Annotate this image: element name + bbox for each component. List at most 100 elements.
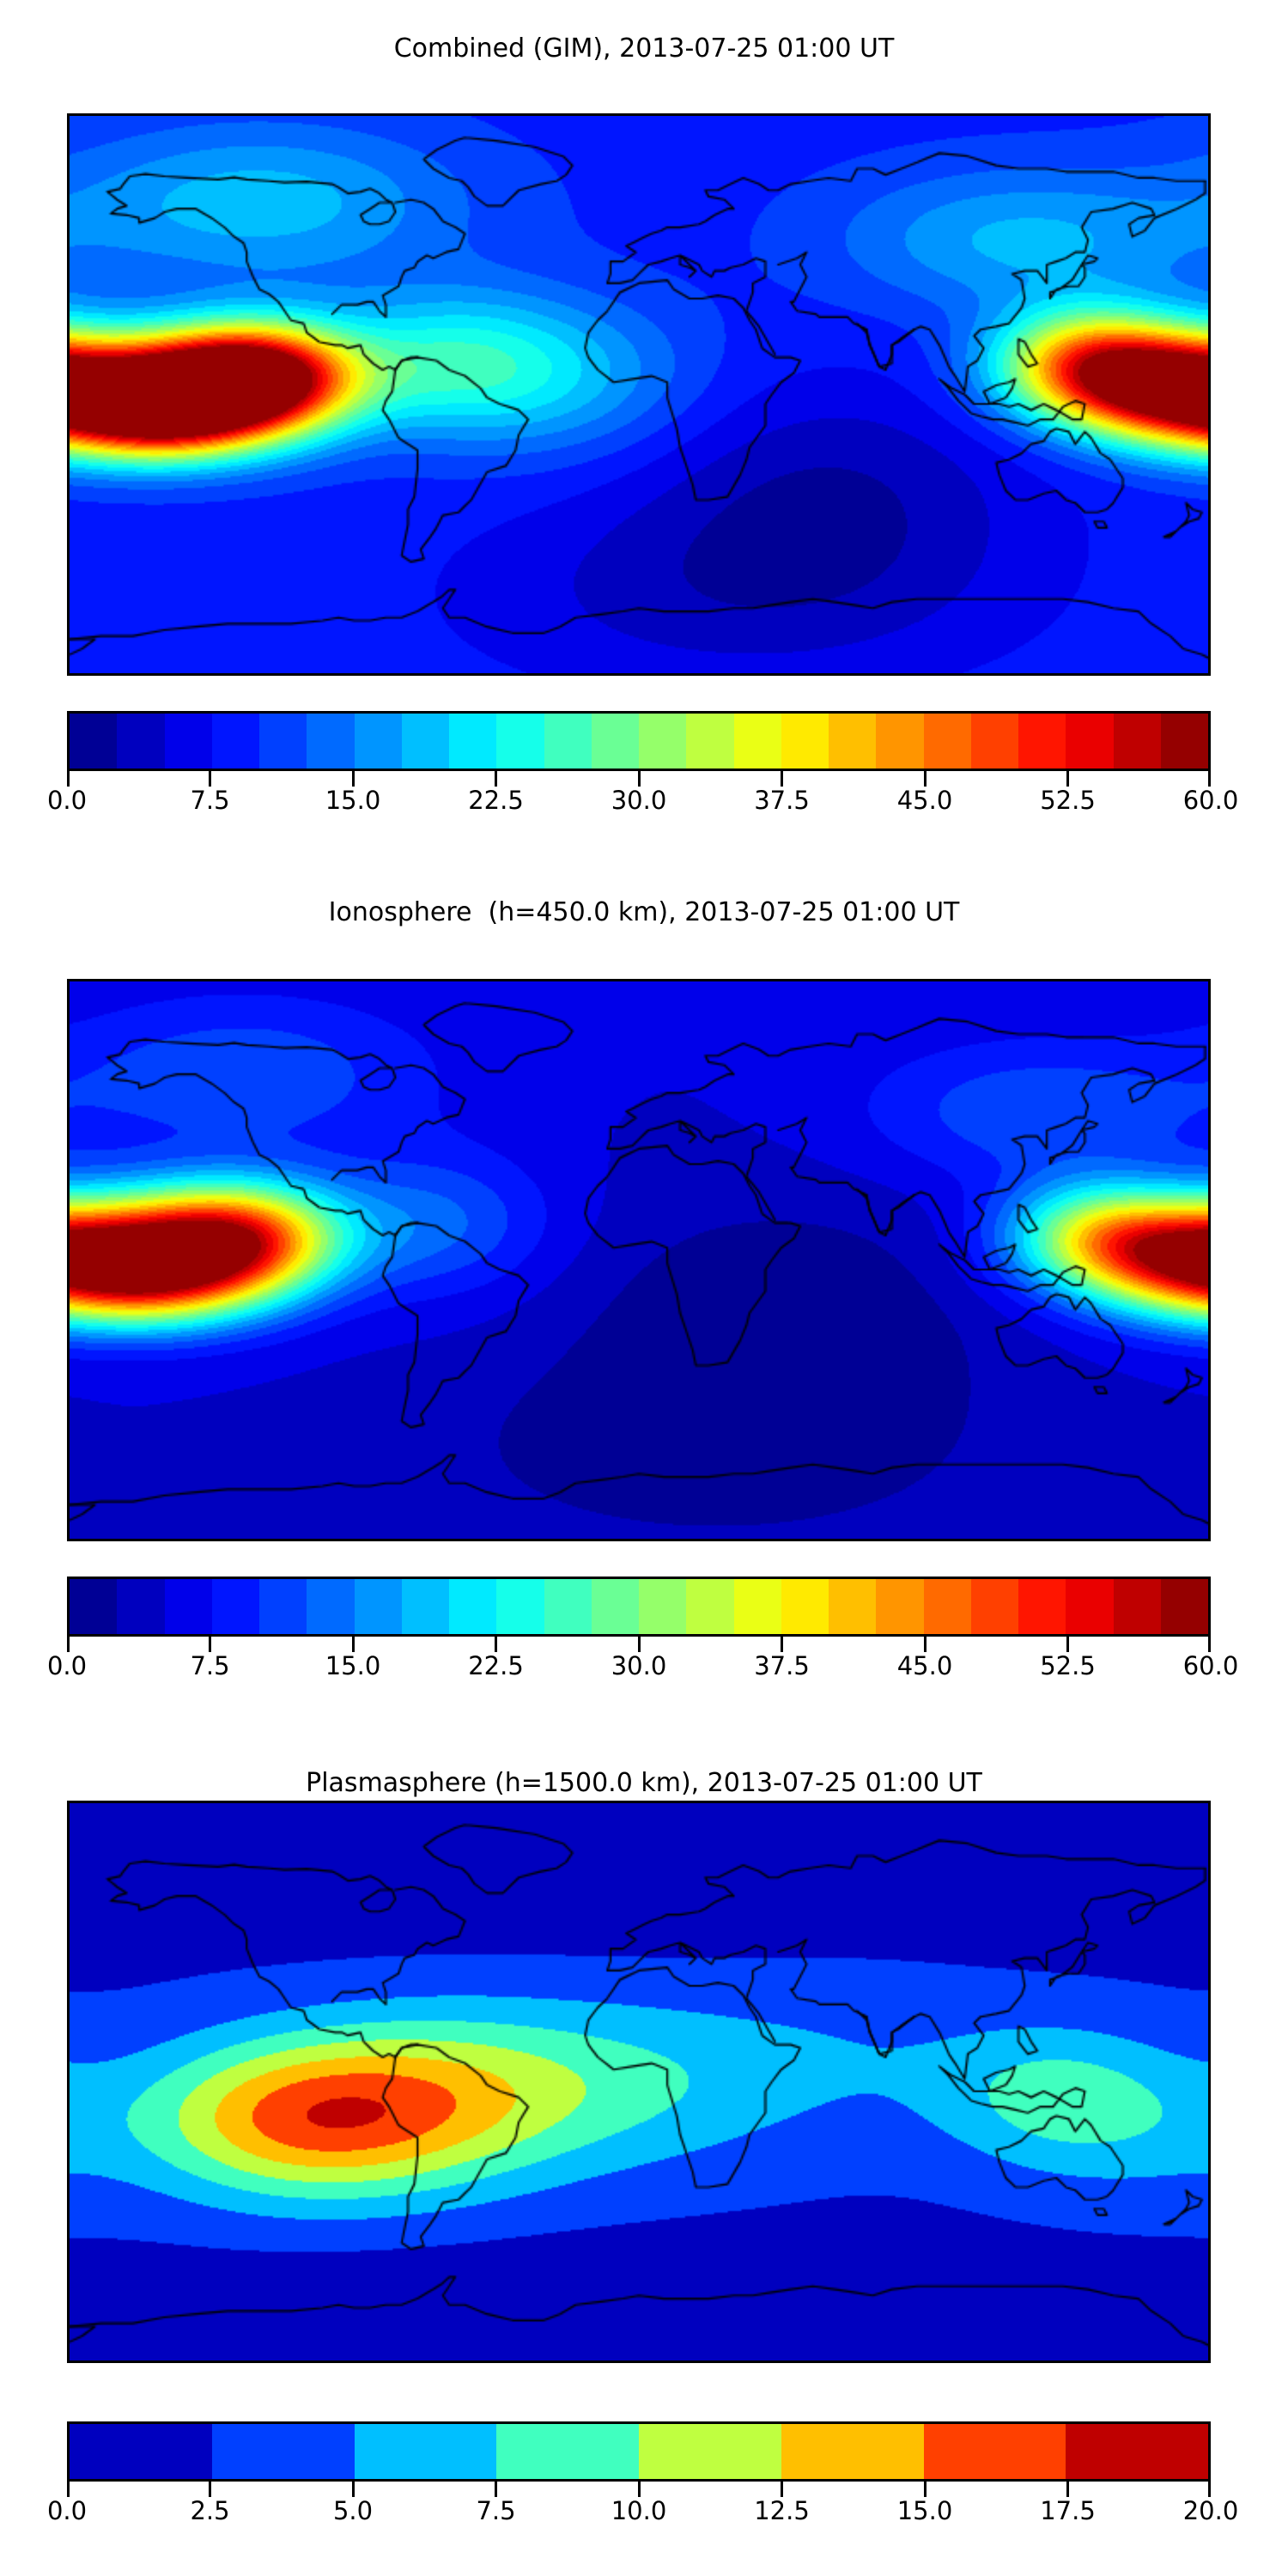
colorbar-band [496, 1579, 544, 1634]
colorbar-band [496, 2424, 639, 2479]
colorbar-band [544, 1579, 592, 1634]
panel-ionosphere: Ionosphere (h=450.0 km), 2013-07-25 01:0… [0, 859, 1288, 1735]
colorbar-tick [1066, 2482, 1069, 2497]
colorbar-band [1113, 714, 1161, 769]
colorbar-tick-label: 7.5 [190, 1651, 230, 1680]
colorbar-band [1113, 1579, 1161, 1634]
colorbar-band [307, 1579, 355, 1634]
colorbar-band [591, 1579, 639, 1634]
colorbar-tick [637, 2482, 641, 2497]
panel-plasmasphere: Plasmasphere (h=1500.0 km), 2013-07-25 0… [0, 1735, 1288, 2576]
colorbar-band [117, 714, 165, 769]
colorbar-tick [495, 1637, 497, 1652]
colorbar-tick [209, 2482, 211, 2497]
colorbar-tick-label: 0.0 [46, 2496, 88, 2525]
colorbar-tick-label: 0.0 [46, 1651, 88, 1680]
map-canvas-combined-gim [70, 116, 1208, 673]
colorbar-band [307, 714, 355, 769]
colorbar-band [970, 714, 1018, 769]
colorbar-band [117, 1579, 165, 1634]
colorbar-ticks-plasmasphere [67, 2482, 1211, 2497]
colorbar-band [259, 714, 307, 769]
map-combined-gim [67, 113, 1211, 676]
colorbar-band [829, 1579, 877, 1634]
colorbar-tick-label: 2.5 [190, 2496, 230, 2525]
colorbar-tick-label: 22.5 [468, 1651, 524, 1680]
colorbar-band [354, 2424, 497, 2479]
colorbar-gradient-combined-gim [67, 711, 1211, 771]
colorbar-ticks-ionosphere [67, 1637, 1211, 1652]
colorbar-band [686, 1579, 734, 1634]
colorbar-band [923, 2424, 1066, 2479]
colorbar-labels-combined-gim: 0.0 7.5 15.0 22.5 30.0 37.5 45.0 52.5 60.0 [47, 786, 1238, 823]
colorbar-band [1160, 714, 1208, 769]
colorbar-band [1066, 2424, 1208, 2479]
colorbar-band [829, 714, 877, 769]
panel-title-combined-gim: Combined (GIM), 2013-07-25 01:00 UT [393, 33, 895, 64]
colorbar-band [449, 714, 497, 769]
colorbar-tick [495, 771, 497, 787]
colorbar-band [639, 714, 687, 769]
colorbar-gradient-plasmasphere [67, 2421, 1211, 2482]
colorbar-tick [209, 1637, 211, 1652]
colorbar-band [401, 1579, 449, 1634]
colorbar-band [639, 2424, 781, 2479]
colorbar-band [1160, 1579, 1208, 1634]
colorbar-tick-label: 22.5 [468, 786, 524, 815]
map-canvas-plasmasphere [70, 1803, 1208, 2360]
colorbar-tick-label: 15.0 [896, 2496, 953, 2525]
colorbar-band [733, 1579, 781, 1634]
colorbar-band [354, 714, 402, 769]
colorbar-tick [637, 771, 641, 787]
colorbar-band [211, 2424, 355, 2479]
colorbar-band [164, 1579, 212, 1634]
panel-combined-gim: Combined (GIM), 2013-07-25 01:00 UT 0.0 7… [0, 0, 1288, 859]
colorbar-tick [781, 1637, 783, 1652]
colorbar-tick [923, 1637, 927, 1652]
colorbar-band [354, 1579, 402, 1634]
colorbar-band [70, 2424, 212, 2479]
colorbar-labels-ionosphere: 0.0 7.5 15.0 22.5 30.0 37.5 45.0 52.5 60.0 [47, 1651, 1238, 1688]
colorbar-tick [923, 2482, 927, 2497]
colorbar-tick [209, 771, 211, 787]
panel-title-plasmasphere: Plasmasphere (h=1500.0 km), 2013-07-25 0… [306, 1768, 982, 1798]
colorbar-tick-label: 45.0 [896, 786, 953, 815]
map-canvas-ionosphere [70, 981, 1208, 1539]
colorbar-band [1066, 1579, 1114, 1634]
panel-title-ionosphere: Ionosphere (h=450.0 km), 2013-07-25 01:0… [328, 897, 960, 927]
colorbar-tick [781, 771, 783, 787]
colorbar-band [70, 714, 118, 769]
colorbar-band [781, 1579, 829, 1634]
colorbar-tick-label: 45.0 [896, 1651, 953, 1680]
colorbar-band [639, 1579, 687, 1634]
colorbar-tick-label: 0.0 [46, 786, 88, 815]
colorbar-tick-label: 60.0 [1182, 786, 1239, 815]
colorbar-band [781, 2424, 924, 2479]
colorbar-tick [1066, 1637, 1069, 1652]
colorbar-tick-label: 5.0 [332, 2496, 374, 2525]
colorbar-band [544, 714, 592, 769]
colorbar-tick [637, 1637, 641, 1652]
colorbar-tick-label: 12.5 [754, 2496, 810, 2525]
colorbar-tick [67, 2482, 70, 2497]
colorbar-tick [923, 771, 927, 787]
colorbar-tick [495, 2482, 497, 2497]
map-ionosphere [67, 979, 1211, 1541]
colorbar-tick-label: 10.0 [611, 2496, 667, 2525]
colorbar-band [70, 1579, 118, 1634]
colorbar-band [211, 1579, 259, 1634]
colorbar-band [496, 714, 544, 769]
colorbar-band [733, 714, 781, 769]
colorbar-band [970, 1579, 1018, 1634]
colorbar-tick [351, 2482, 355, 2497]
colorbar-tick [781, 2482, 783, 2497]
colorbar-tick-label: 7.5 [190, 786, 230, 815]
colorbar-band [781, 714, 829, 769]
colorbar-tick [67, 1637, 70, 1652]
colorbar-tick-label: 30.0 [611, 1651, 667, 1680]
colorbar-band [164, 714, 212, 769]
colorbar-tick-label: 37.5 [754, 786, 810, 815]
colorbar-labels-plasmasphere: 0.0 2.5 5.0 7.5 10.0 12.5 15.0 17.5 20.0 [47, 2496, 1238, 2533]
colorbar-tick [67, 771, 70, 787]
